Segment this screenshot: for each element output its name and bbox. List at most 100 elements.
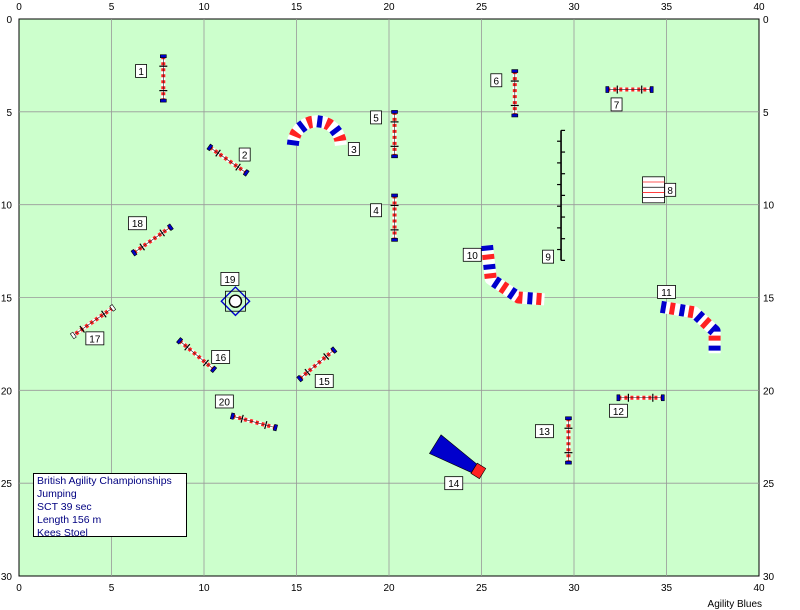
x-tick-label-top: 20: [383, 2, 395, 13]
info-class: Jumping: [37, 488, 77, 500]
hurdle-wing: [296, 374, 304, 383]
obstacle-number-15: 15: [314, 374, 334, 388]
obstacle-number-17: 17: [85, 331, 105, 346]
hurdle-7: [605, 85, 654, 94]
y-tick-label-right: 0: [763, 15, 769, 26]
obstacle-number-box: [370, 110, 382, 125]
obstacle-number-4: 4: [370, 203, 382, 218]
obstacle-number-box: [85, 331, 105, 346]
x-tick-label-bottom: 25: [476, 583, 488, 594]
obstacle-number-19: 19: [220, 272, 240, 286]
hurdle-wing: [391, 154, 398, 159]
obstacle-number-text: 15: [319, 377, 331, 388]
hurdle-wing: [176, 337, 184, 345]
hurdle-wing: [649, 86, 654, 93]
x-tick-label-bottom: 30: [568, 583, 580, 594]
obstacle-number-10: 10: [462, 247, 482, 262]
weave-poles-9: [557, 129, 566, 261]
hurdle-20: [229, 412, 278, 432]
y-tick-label-left: 30: [1, 572, 13, 583]
obstacles-layer: [69, 54, 721, 480]
info-event-title: British Agility Championships: [37, 475, 172, 487]
obstacle-number-11: 11: [657, 285, 676, 299]
hurdle-upright: [215, 149, 221, 157]
tunnel-ring-red: [286, 115, 347, 147]
obstacle-number-16: 16: [211, 350, 231, 364]
y-tick-label-left: 5: [6, 108, 12, 119]
hurdle-upright: [159, 229, 165, 237]
hurdle-bar-edge: [232, 415, 276, 428]
x-tick-label-top: 40: [753, 2, 765, 13]
obstacle-number-9: 9: [542, 249, 554, 264]
hurdle-wing: [210, 365, 218, 374]
hurdle-wing: [167, 223, 174, 231]
hurdle-5: [390, 110, 399, 159]
hurdle-wing: [391, 110, 398, 114]
obstacle-number-text: 7: [614, 100, 620, 111]
obstacle-number-text: 6: [494, 76, 500, 87]
hurdle-upright: [79, 325, 85, 333]
hurdle-wing: [272, 423, 278, 432]
hurdle-upright: [323, 353, 330, 360]
hurdle-wing: [206, 143, 214, 152]
obstacle-number-18: 18: [127, 216, 147, 231]
hurdle-wing: [605, 86, 610, 93]
obstacle-number-box: [314, 374, 334, 388]
hurdle-upright: [184, 343, 191, 351]
hurdle-17: [69, 304, 117, 340]
tunnel-ring-red: [659, 300, 721, 354]
hurdle-wing: [160, 54, 167, 59]
hurdle-15: [296, 346, 338, 383]
obstacle-number-13: 13: [535, 424, 554, 439]
obstacle-number-text: 8: [667, 186, 673, 197]
obstacle-number-text: 11: [661, 288, 672, 299]
hurdle-wing: [130, 248, 138, 257]
hurdle-wing: [565, 416, 572, 421]
obstacle-number-text: 10: [467, 251, 479, 262]
obstacle-number-box: [127, 216, 147, 231]
hurdle-wing: [511, 113, 519, 118]
obstacle-number-text: 2: [242, 151, 248, 162]
y-tick-label-right: 20: [763, 386, 775, 397]
hurdle-1: [159, 54, 168, 103]
y-tick-label-left: 10: [1, 201, 13, 212]
hurdle-wing: [229, 412, 236, 420]
hurdle-upright: [240, 414, 244, 423]
hurdle-4: [390, 193, 399, 242]
tunnel-11: [659, 300, 721, 354]
hurdle-upright: [264, 421, 268, 430]
obstacle-number-text: 14: [448, 479, 460, 490]
obstacle-number-14: 14: [444, 476, 464, 490]
obstacle-number-box: [211, 350, 231, 364]
tunnel-10: [481, 244, 545, 306]
table-8: [642, 176, 665, 204]
x-tick-label-top: 35: [661, 2, 673, 13]
x-tick-label-top: 5: [109, 2, 115, 13]
obstacle-number-3: 3: [347, 142, 360, 156]
y-tick-label-right: 5: [763, 108, 769, 119]
obstacle-number-box: [610, 97, 623, 112]
hurdle-wing: [330, 346, 338, 354]
hurdle-wing: [242, 169, 250, 177]
x-tick-label-bottom: 15: [291, 583, 303, 594]
obstacle-number-20: 20: [214, 394, 234, 408]
x-tick-label-top: 25: [476, 2, 488, 13]
hurdle-upright: [139, 243, 145, 251]
obstacle-number-text: 4: [373, 206, 379, 217]
obstacle-number-text: 12: [613, 407, 625, 418]
hurdle-wing: [660, 394, 665, 402]
hurdle-2: [206, 143, 250, 177]
hurdle-wing: [391, 193, 398, 198]
obstacle-number-text: 19: [224, 275, 236, 286]
hurdle-18: [130, 223, 174, 257]
y-tick-label-left: 25: [1, 479, 13, 490]
obstacle-number-box: [535, 424, 554, 439]
obstacle-number-box: [462, 247, 482, 262]
obstacle-number-text: 5: [373, 113, 379, 124]
x-tick-label-bottom: 20: [383, 583, 395, 594]
chute-barrel: [470, 462, 487, 480]
hurdle-bar-edge: [133, 226, 171, 253]
x-tick-label-bottom: 40: [753, 583, 765, 594]
obstacle-number-box: [370, 203, 382, 218]
